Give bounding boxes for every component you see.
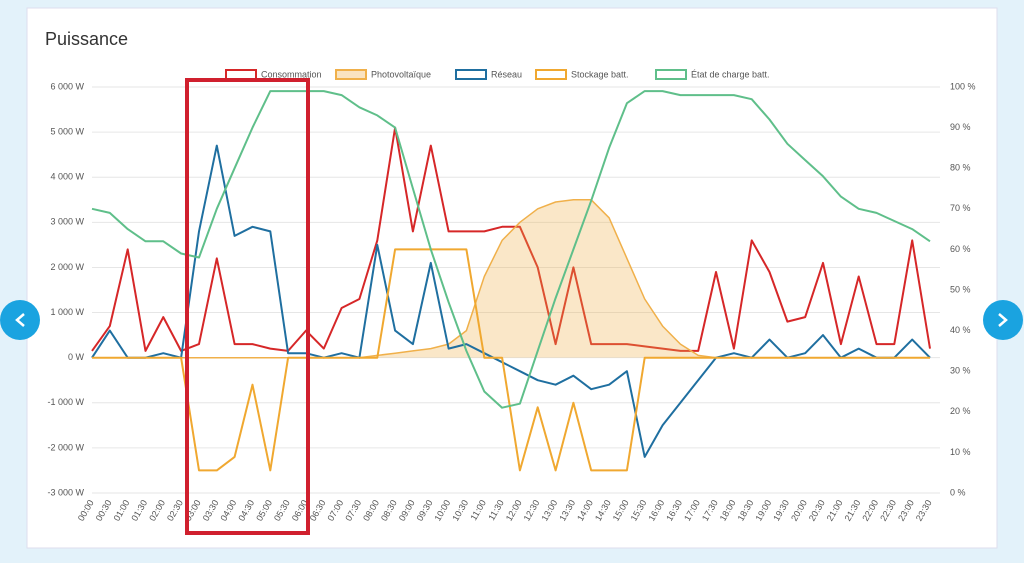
legend-swatch <box>455 69 487 80</box>
next-button[interactable] <box>983 300 1023 340</box>
y-tick-label: 4 000 W <box>50 172 84 182</box>
legend-label: Stockage batt. <box>571 69 629 79</box>
prev-icon <box>15 313 25 327</box>
y2-tick-label: 70 % <box>950 203 971 213</box>
y2-tick-label: 0 % <box>950 487 966 497</box>
area <box>92 199 930 358</box>
y-tick-label: 2 000 W <box>50 262 84 272</box>
y-tick-label: -1 000 W <box>47 397 84 407</box>
series-line <box>92 248 930 472</box>
series-line <box>91 90 931 409</box>
legend-swatch <box>335 69 367 80</box>
y-tick-label: 1 000 W <box>50 307 84 317</box>
y2-tick-label: 50 % <box>950 284 971 294</box>
series-line <box>91 126 931 352</box>
y2-tick-label: 20 % <box>950 406 971 416</box>
highlight-box <box>185 78 310 535</box>
y2-tick-label: 30 % <box>950 366 971 376</box>
legend-label: État de charge batt. <box>691 69 770 79</box>
y2-tick-label: 90 % <box>950 122 971 132</box>
next-icon <box>998 313 1008 327</box>
legend-label: Réseau <box>491 69 522 79</box>
y2-tick-label: 80 % <box>950 163 971 173</box>
y2-tick-label: 100 % <box>950 81 976 91</box>
y-tick-label: 5 000 W <box>50 126 84 136</box>
y-tick-label: -3 000 W <box>47 487 84 497</box>
legend-label: Consommation <box>261 69 322 79</box>
legend-swatch <box>225 69 257 80</box>
legend-swatch <box>535 69 567 80</box>
y-tick-label: -2 000 W <box>47 442 84 452</box>
legend-label: Photovoltaïque <box>371 69 431 79</box>
y-tick-label: 0 W <box>68 352 85 362</box>
chart-title: Puissance <box>45 29 128 49</box>
y-tick-label: 6 000 W <box>50 81 84 91</box>
y2-tick-label: 40 % <box>950 325 971 335</box>
y2-tick-label: 60 % <box>950 244 971 254</box>
prev-button[interactable] <box>0 300 40 340</box>
legend-swatch <box>655 69 687 80</box>
y2-tick-label: 10 % <box>950 447 971 457</box>
y-tick-label: 3 000 W <box>50 217 84 227</box>
